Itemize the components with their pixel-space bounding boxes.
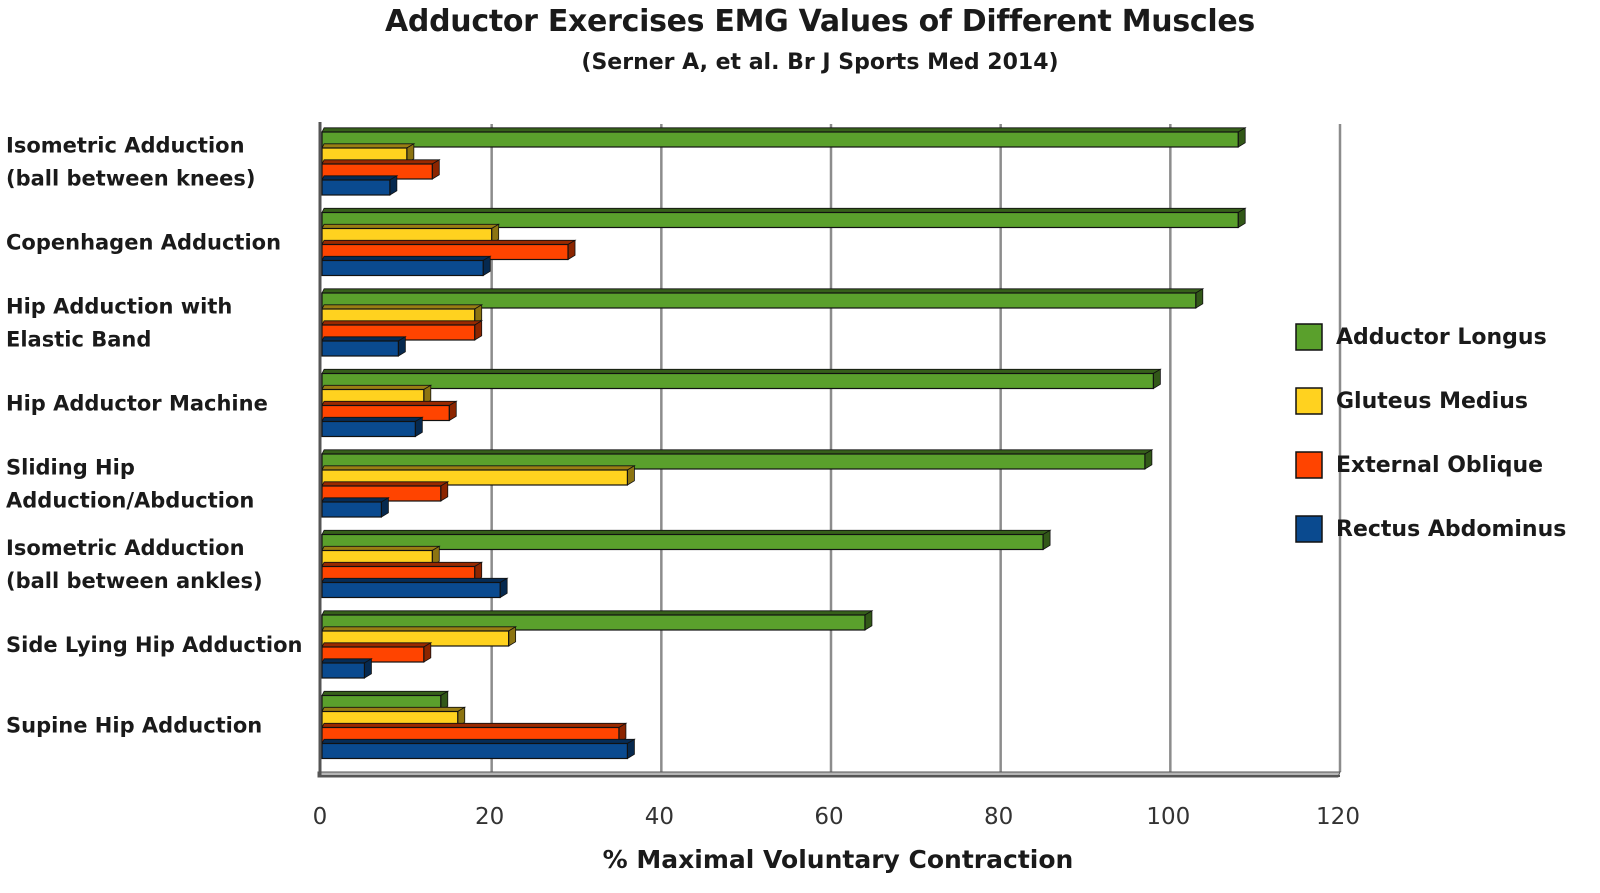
category-label: (ball between knees) bbox=[6, 167, 255, 191]
x-tick-label: 0 bbox=[313, 804, 328, 830]
category-label: Copenhagen Adduction bbox=[6, 231, 281, 255]
legend: Adductor Longus Gluteus Medius External Ob… bbox=[1295, 323, 1566, 543]
x-tick-label: 20 bbox=[475, 804, 504, 830]
bar bbox=[321, 131, 1239, 148]
bar bbox=[321, 662, 366, 679]
bar-top-face bbox=[321, 288, 1205, 294]
bar bbox=[321, 179, 391, 196]
bar-top-face bbox=[321, 127, 1247, 133]
bar-top-face bbox=[321, 465, 636, 471]
bar-top-face bbox=[321, 239, 577, 245]
x-tick-label: 100 bbox=[1146, 804, 1190, 830]
category-label: Elastic Band bbox=[6, 328, 151, 352]
category-label: Hip Adductor Machine bbox=[6, 392, 268, 416]
bar-top-face bbox=[321, 545, 441, 551]
bar bbox=[321, 614, 866, 631]
chart-title: Adductor Exercises EMG Values of Differe… bbox=[385, 4, 1255, 39]
bar bbox=[321, 372, 1154, 390]
legend-swatch bbox=[1295, 515, 1323, 543]
bar-top-face bbox=[321, 400, 458, 406]
bar bbox=[321, 453, 1146, 470]
legend-label: Rectus Abdominus bbox=[1336, 517, 1566, 542]
bar bbox=[321, 259, 484, 277]
category-label: Isometric Adduction bbox=[6, 536, 245, 560]
category-label: Hip Adduction with bbox=[6, 295, 232, 319]
x-axis-title: % Maximal Voluntary Contraction bbox=[603, 845, 1074, 874]
bar bbox=[321, 742, 628, 760]
category-label: Sliding Hip bbox=[6, 456, 135, 480]
bar-top-face bbox=[321, 159, 441, 165]
x-tick-label: 120 bbox=[1316, 804, 1360, 830]
legend-label: Gluteus Medius bbox=[1336, 389, 1528, 414]
bar-top-face bbox=[321, 336, 407, 342]
bar-top-face bbox=[321, 175, 399, 181]
legend-swatch bbox=[1295, 387, 1323, 415]
bar-top-face bbox=[321, 722, 628, 728]
x-tick-label: 60 bbox=[814, 804, 843, 830]
chart-subtitle: (Serner A, et al. Br J Sports Med 2014) bbox=[581, 50, 1059, 75]
bar-top-face bbox=[321, 481, 450, 487]
bar bbox=[321, 420, 416, 438]
bar bbox=[321, 340, 399, 357]
category-label: Supine Hip Adduction bbox=[6, 714, 262, 738]
bar-top-face bbox=[321, 610, 874, 616]
bar-top-face bbox=[321, 320, 484, 326]
bar-top-face bbox=[321, 690, 450, 696]
bar-top-face bbox=[321, 497, 390, 503]
bar-top-face bbox=[321, 642, 433, 648]
bar bbox=[321, 469, 628, 486]
legend-swatch bbox=[1295, 323, 1323, 351]
x-tick-label: 40 bbox=[645, 804, 674, 830]
x-tick-label: 80 bbox=[984, 804, 1013, 830]
bar-top-face bbox=[321, 561, 484, 567]
bar-top-face bbox=[321, 384, 433, 390]
bar bbox=[321, 533, 1044, 551]
bar bbox=[321, 211, 1239, 229]
bar-top-face bbox=[321, 368, 1162, 374]
bar bbox=[321, 581, 501, 599]
bars bbox=[321, 127, 1247, 760]
legend-label: External Oblique bbox=[1336, 453, 1543, 478]
category-labels: Isometric Adduction (ball between knees) C… bbox=[6, 134, 303, 738]
legend-label: Adductor Longus bbox=[1336, 325, 1547, 350]
bar-top-face bbox=[321, 449, 1154, 455]
category-label: Isometric Adduction bbox=[6, 134, 245, 158]
legend-swatch bbox=[1295, 451, 1323, 479]
bar-top-face bbox=[321, 143, 416, 149]
bar bbox=[321, 501, 382, 518]
category-label: (ball between ankles) bbox=[6, 569, 263, 593]
bar-top-face bbox=[321, 304, 484, 310]
axes bbox=[317, 122, 1341, 778]
category-label: Adduction/Abduction bbox=[6, 489, 254, 513]
x-tick-labels: 0 20 40 60 80 100 120 bbox=[313, 804, 1360, 830]
bar-top-face bbox=[321, 207, 1247, 213]
bar-top-face bbox=[321, 223, 501, 229]
bar-top-face bbox=[321, 529, 1052, 535]
bar-top-face bbox=[321, 255, 492, 261]
bar-top-face bbox=[321, 658, 373, 664]
bar-top-face bbox=[321, 706, 467, 712]
bar bbox=[321, 292, 1197, 309]
bar-top-face bbox=[321, 416, 424, 422]
category-label: Side Lying Hip Adduction bbox=[6, 633, 303, 657]
bar-top-face bbox=[321, 738, 636, 744]
bar-top-face bbox=[321, 626, 518, 632]
bar-top-face bbox=[321, 577, 509, 583]
bar bbox=[321, 646, 425, 663]
